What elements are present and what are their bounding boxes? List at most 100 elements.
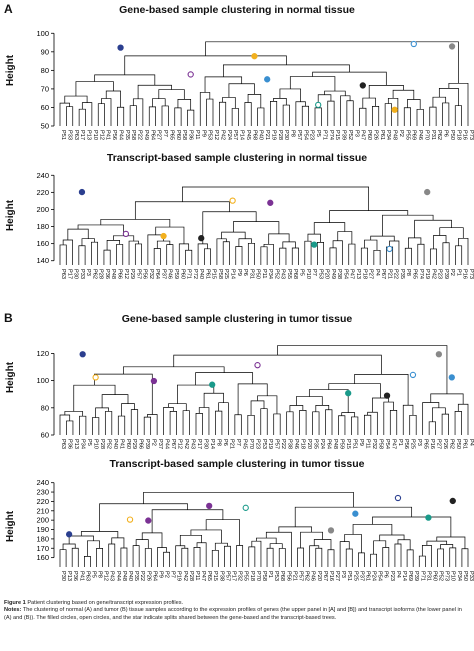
leaf-label: P40 (258, 130, 264, 140)
leaf-label: P22 (280, 439, 286, 449)
leaf-label: P56 (111, 130, 117, 140)
dendrogram-branch (457, 403, 469, 435)
leaf-label: P53 (261, 439, 267, 449)
dendrogram-branch (247, 242, 255, 265)
dendrogram-branch (132, 545, 140, 567)
leaf-label: P47 (200, 571, 206, 581)
filled-circle-marker (65, 531, 73, 538)
leaf-label: P18 (300, 439, 306, 449)
leaf-label: P26 (442, 439, 448, 449)
dendrogram-branch (432, 407, 446, 422)
filled-circle-marker (435, 351, 443, 358)
leaf-label: P6 (383, 571, 389, 578)
dendrogram-branch (340, 95, 351, 126)
dendrogram-branch (346, 100, 354, 126)
leaf-label: P42 (182, 571, 188, 581)
leaf-label: P54 (342, 269, 348, 279)
y-tick-label: 190 (36, 525, 49, 534)
leaf-label: P32 (237, 571, 243, 581)
dendrogram-branch (289, 76, 336, 92)
dendrogram-branch (219, 101, 227, 126)
leaf-label: P65 (412, 269, 418, 279)
dendrogram-branch (223, 64, 350, 77)
y-tick-label: 140 (36, 256, 49, 265)
leaf-label: P39 (443, 269, 449, 279)
leaf-label: P34 (79, 439, 85, 449)
dendrogram-branch (339, 541, 350, 567)
dendrogram-branch (260, 246, 268, 265)
dendrogram-branch (235, 246, 243, 265)
dendrogram-branch (173, 354, 382, 375)
dendrogram-branch (117, 415, 126, 435)
dendrogram-branch (175, 545, 186, 567)
leaf-label: P57 (232, 130, 238, 140)
leaf-label: P36 (104, 269, 110, 279)
y-tick-label: 170 (36, 544, 49, 553)
open-circle-marker (254, 362, 261, 369)
dendrogram-branch (294, 506, 413, 527)
dendrogram-branch (360, 247, 368, 265)
leaf-label: P52 (105, 439, 111, 449)
leaf-label: P34 (456, 571, 462, 581)
dendrogram-branch (408, 237, 422, 249)
dendrogram-branch (211, 549, 219, 567)
y-tick-label: 180 (36, 534, 49, 543)
leaf-label: P41 (105, 130, 111, 140)
dendrogram-branch (77, 224, 124, 236)
dendrogram-branch (177, 99, 192, 111)
leaf-label: P70 (248, 439, 254, 449)
dendrogram-branch (147, 414, 158, 435)
dendrogram-branch (389, 240, 400, 265)
split-markers (65, 494, 456, 538)
leaf-label: P28 (188, 571, 194, 581)
dendrogram-branch (97, 103, 105, 126)
leaf-label: P64 (326, 439, 332, 449)
leaf-label: P48 (110, 269, 116, 279)
leaf-label: P63 (60, 439, 66, 449)
leaf-label: P67 (170, 439, 176, 449)
dendrogram-branch (78, 108, 86, 126)
dendrogram-branch (84, 556, 91, 567)
leaf-label: P61 (379, 130, 385, 140)
leaf-label: P73 (444, 571, 450, 581)
dendrogram-branch (182, 186, 369, 211)
dendrogram-branch (337, 231, 353, 245)
leaf-label: P62 (436, 130, 442, 140)
dendrogram-branch (315, 547, 323, 567)
leaf-label: P46 (310, 571, 316, 581)
leaf-label: P71 (419, 571, 425, 581)
filled-circle-marker (311, 241, 318, 248)
dendrogram-branch (66, 420, 74, 435)
dendrogram-branch (147, 234, 164, 265)
y-tick-label: 100 (36, 29, 49, 38)
dendrogram-branches (59, 491, 469, 567)
leaf-label: P5 (299, 269, 305, 276)
dendrogram-branch (367, 411, 378, 435)
dendrogram-branch (278, 526, 312, 533)
y-tick-label: 160 (36, 239, 49, 248)
dendrogram-branch (428, 421, 436, 435)
leaf-label: P28 (99, 439, 105, 449)
filled-circle-marker (206, 502, 213, 510)
leaf-label: P11 (364, 439, 370, 449)
leaf-label: P12 (177, 439, 183, 449)
dendrogram-branch (59, 414, 71, 435)
leaf-label: P12 (98, 130, 104, 140)
y-tick-label: 200 (36, 516, 49, 525)
open-circle-marker (242, 504, 249, 511)
leaf-label: P11 (194, 130, 200, 140)
leaf-label: P69 (411, 130, 417, 140)
leaf-label: P49 (143, 130, 149, 140)
leaf-label: P32 (148, 269, 154, 279)
open-circle-marker (386, 245, 393, 253)
dendrogram-branch (442, 242, 450, 265)
dendrogram-branch (278, 548, 286, 567)
dendrogram-branch (260, 408, 268, 435)
dendrogram-branch (234, 414, 242, 435)
dendrogram-branch (247, 94, 262, 108)
dendrogram-branch (156, 240, 171, 249)
dendrogram-branch (236, 545, 244, 567)
open-circle-marker (394, 494, 402, 502)
leaf-label: P4 (395, 571, 401, 578)
